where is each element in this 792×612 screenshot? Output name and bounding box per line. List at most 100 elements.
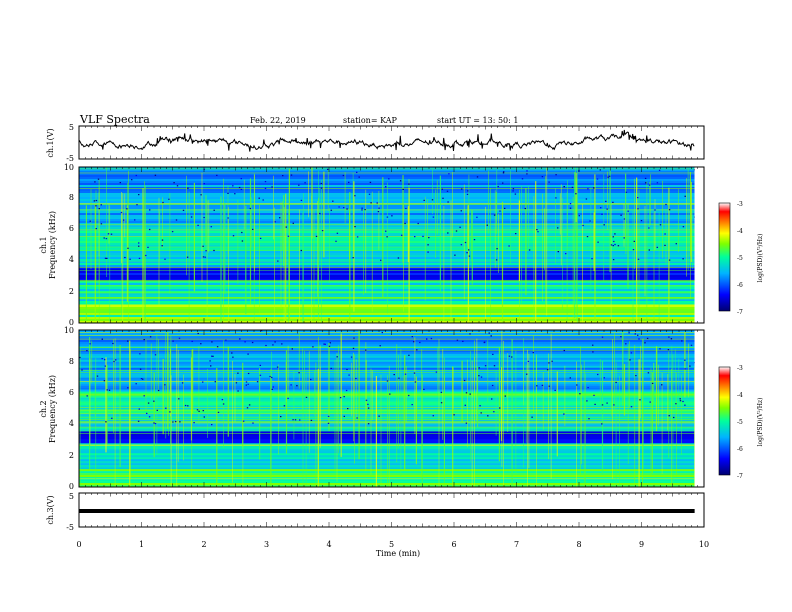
- ch2-freq-tick-2: 2: [69, 451, 74, 460]
- spectrogram-band: [79, 453, 695, 456]
- spectrogram-speckle: [304, 182, 306, 184]
- spectrogram-band: [79, 301, 695, 304]
- spectrogram-speckle: [282, 175, 284, 177]
- spectrogram-speckle: [493, 214, 496, 216]
- spectrogram-speckle: [492, 353, 494, 355]
- spectrogram-speckle: [466, 252, 468, 254]
- spectrogram-band: [79, 407, 695, 410]
- spectrogram-band: [79, 411, 695, 414]
- spectrogram-speckle: [469, 333, 471, 335]
- spectrogram-speckle: [269, 375, 271, 378]
- spectrogram-speckle: [197, 332, 199, 335]
- spectrogram-band: [79, 373, 695, 377]
- spectrogram-speckle: [413, 372, 416, 374]
- spectrogram-speckle: [603, 224, 605, 226]
- spectrogram-speckle: [644, 342, 646, 344]
- ch2-freq-tick-8: 8: [69, 357, 74, 366]
- spectrogram-speckle: [327, 422, 330, 424]
- spectrogram-band: [79, 485, 695, 488]
- spectrogram-speckle: [274, 221, 276, 223]
- spectrogram-band: [79, 357, 695, 361]
- spectrogram-speckle: [548, 385, 550, 387]
- spectrogram-speckle: [265, 344, 267, 347]
- spectrogram-band: [79, 335, 695, 339]
- spectrogram-speckle: [272, 386, 274, 388]
- spectrogram-speckle: [593, 394, 595, 396]
- spectrogram-speckle: [658, 169, 661, 171]
- spectrogram-speckle: [649, 401, 651, 403]
- spectrogram-band: [79, 479, 695, 482]
- spectrogram-speckle: [689, 365, 691, 367]
- spectrogram-speckle: [248, 404, 251, 406]
- spectrogram-band: [79, 295, 695, 298]
- spectrogram-speckle: [569, 203, 572, 205]
- spectrogram-speckle: [143, 395, 145, 397]
- spectrogram-speckle: [271, 388, 273, 390]
- ch1-spectrogram-ylabel: Frequency (kHz): [48, 211, 57, 279]
- spectrogram-band: [79, 317, 695, 320]
- spectrogram-speckle: [139, 368, 142, 370]
- spectrogram-band: [79, 217, 695, 220]
- spectrogram-speckle: [613, 404, 615, 406]
- spectrogram-speckle: [398, 377, 400, 379]
- spectrogram-speckle: [589, 220, 591, 222]
- spectrogram-speckle: [627, 210, 629, 212]
- spectrogram-speckle: [138, 242, 140, 244]
- spectrogram-band: [79, 265, 695, 268]
- spectrogram-band: [79, 289, 695, 292]
- spectrogram-band: [79, 211, 695, 214]
- spectrogram-speckle: [251, 341, 254, 344]
- spectrogram-band: [79, 451, 695, 454]
- spectrogram-speckle: [127, 247, 129, 249]
- spectrogram-band: [79, 403, 695, 406]
- start-time-label: start UT = 13: 50: 1: [437, 116, 518, 125]
- spectrogram-speckle: [623, 237, 625, 239]
- spectrogram-band: [79, 223, 695, 226]
- spectrogram-speckle: [454, 254, 456, 256]
- ch1-waveform-ylabel: ch.1(V): [46, 128, 55, 157]
- ch3-ytick-bottom: -5: [66, 523, 74, 532]
- spectrogram-band: [79, 359, 695, 363]
- spectrogram-band: [79, 191, 695, 194]
- spectrogram-speckle: [579, 393, 581, 395]
- spectrogram-speckle: [292, 419, 294, 421]
- spectrogram-speckle: [690, 344, 693, 346]
- spectrogram-band: [79, 175, 695, 178]
- spectrogram-band: [79, 363, 695, 367]
- spectrogram-speckle: [428, 237, 430, 239]
- spectrogram-speckle: [623, 218, 626, 220]
- spectrogram-speckle: [440, 391, 443, 393]
- spectrogram-speckle: [203, 183, 205, 185]
- spectrogram-band: [79, 285, 695, 288]
- spectrogram-speckle: [354, 195, 356, 197]
- spectrogram-speckle: [668, 336, 670, 338]
- spectrogram-speckle: [491, 384, 494, 387]
- spectrogram-speckle: [625, 191, 628, 193]
- spectrogram-speckle: [300, 199, 303, 201]
- spectrogram-band: [79, 377, 695, 380]
- spectrogram-speckle: [511, 356, 513, 358]
- spectrogram-speckle: [614, 243, 616, 246]
- spectrogram-speckle: [637, 208, 639, 210]
- ch1-waveform-panel: 5 -5 ch.1(V): [46, 123, 705, 163]
- spectrogram-speckle: [386, 216, 389, 218]
- spectrogram-speckle: [467, 190, 469, 192]
- spectrogram-speckle: [411, 336, 413, 338]
- spectrogram-speckle: [473, 239, 476, 241]
- spectrogram-speckle: [646, 337, 649, 339]
- spectrogram-speckle: [565, 253, 567, 255]
- spectrogram-band: [79, 381, 695, 384]
- spectrogram-speckle: [578, 215, 580, 217]
- spectrogram-speckle: [495, 259, 498, 261]
- spectrogram-speckle: [336, 356, 338, 358]
- spectrogram-speckle: [575, 193, 577, 195]
- spectrogram-speckle: [241, 231, 243, 234]
- spectrogram-speckle: [399, 180, 402, 182]
- spectrogram-band: [79, 277, 695, 280]
- spectrogram-band: [79, 199, 695, 202]
- spectrogram-speckle: [287, 235, 290, 237]
- ch1-spectrogram-chlabel: ch.1: [39, 236, 48, 253]
- ch1-spectrogram-ticks: [78, 167, 705, 323]
- spectrogram-band: [79, 339, 695, 343]
- spectrogram-speckle: [237, 390, 239, 392]
